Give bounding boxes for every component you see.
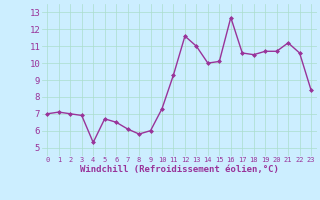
X-axis label: Windchill (Refroidissement éolien,°C): Windchill (Refroidissement éolien,°C) (80, 165, 279, 174)
